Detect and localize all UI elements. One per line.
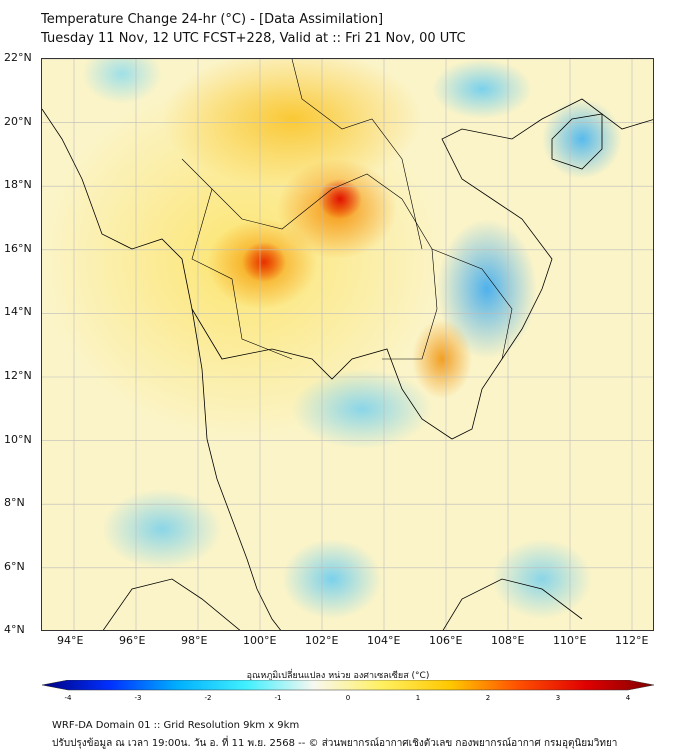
- footer-model-info: WRF-DA Domain 01 :: Grid Resolution 9km …: [52, 720, 300, 731]
- lon-label: 102°E: [305, 634, 339, 647]
- lon-label: 108°E: [491, 634, 525, 647]
- lon-label: 106°E: [429, 634, 463, 647]
- lat-label: 14°N: [4, 305, 32, 319]
- lat-label: 20°N: [4, 114, 32, 128]
- lon-label: 98°E: [181, 634, 208, 647]
- chart-title: Temperature Change 24-hr (°C) - [Data As…: [41, 12, 384, 27]
- colorbar-tick-label: 1: [416, 694, 420, 702]
- colorbar-tick-label: 0: [346, 694, 350, 702]
- colorbar-tick-label: -2: [205, 694, 212, 702]
- colorbar-tick-label: 4: [626, 694, 631, 702]
- lon-label: 96°E: [119, 634, 146, 647]
- colorbar: -4 -3 -2 -1 0 1 2 3 4: [42, 680, 654, 702]
- lat-label: 4°N: [4, 623, 25, 637]
- lat-label: 8°N: [4, 496, 25, 510]
- lat-label: 10°N: [4, 432, 32, 446]
- chart-subtitle: Tuesday 11 Nov, 12 UTC FCST+228, Valid a…: [41, 31, 466, 46]
- borders: [181, 59, 513, 360]
- lon-label: 104°E: [367, 634, 401, 647]
- lon-label: 110°E: [553, 634, 587, 647]
- lat-label: 18°N: [4, 178, 32, 192]
- lat-label: 12°N: [4, 369, 32, 382]
- lat-label: 6°N: [4, 559, 25, 573]
- colorbar-tick-label: 3: [556, 694, 560, 702]
- lon-label: 94°E: [57, 634, 84, 647]
- colorbar-tick-label: -1: [275, 694, 282, 702]
- colorbar-tick-label: -4: [65, 694, 73, 702]
- colorbar-tick-label: 2: [486, 694, 490, 702]
- colorbar-title: อุณหภูมิเปลี่ยนแปลง หน่วย องศาเซลเซียส (…: [246, 671, 430, 681]
- temperature-change-map: [41, 58, 654, 631]
- footer-update-info: ปรับปรุงข้อมูล ณ เวลา 19:00น. วัน อ. ที่…: [52, 738, 618, 749]
- map-overlay: [42, 59, 653, 630]
- coastlines: [42, 98, 653, 630]
- lat-label: 16°N: [4, 241, 32, 255]
- lon-label: 100°E: [243, 634, 277, 647]
- lat-label: 22°N: [4, 51, 32, 64]
- lon-label: 112°E: [615, 634, 649, 647]
- colorbar-tick-label: -3: [135, 694, 142, 702]
